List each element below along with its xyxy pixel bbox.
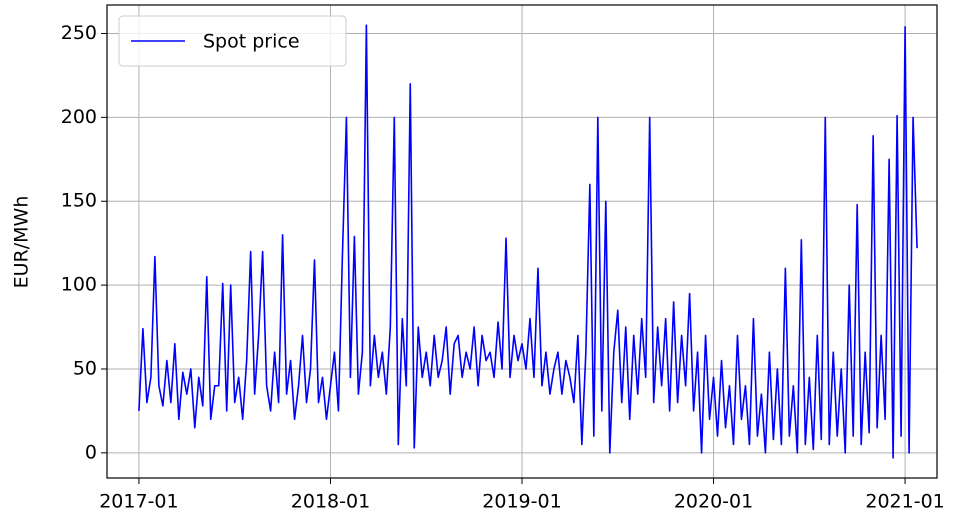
x-tick-label: 2021-01 bbox=[865, 491, 944, 513]
x-tick-label: 2018-01 bbox=[291, 491, 370, 513]
y-tick-label: 200 bbox=[61, 106, 97, 128]
y-tick-label: 150 bbox=[61, 190, 97, 212]
axes-frame bbox=[106, 4, 938, 479]
y-tick-label: 0 bbox=[85, 441, 97, 463]
price-line bbox=[138, 24, 918, 459]
y-tick-label: 100 bbox=[61, 274, 97, 296]
legend-label: Spot price bbox=[203, 31, 300, 53]
y-axis-label: EUR/MWh bbox=[11, 196, 33, 289]
x-tick-label: 2017-01 bbox=[99, 491, 178, 513]
x-tick-label: 2019-01 bbox=[482, 491, 561, 513]
y-tick-label: 50 bbox=[73, 357, 97, 379]
legend-box bbox=[118, 15, 347, 67]
y-tick-label: 250 bbox=[61, 22, 97, 44]
x-tick-label: 2020-01 bbox=[674, 491, 753, 513]
